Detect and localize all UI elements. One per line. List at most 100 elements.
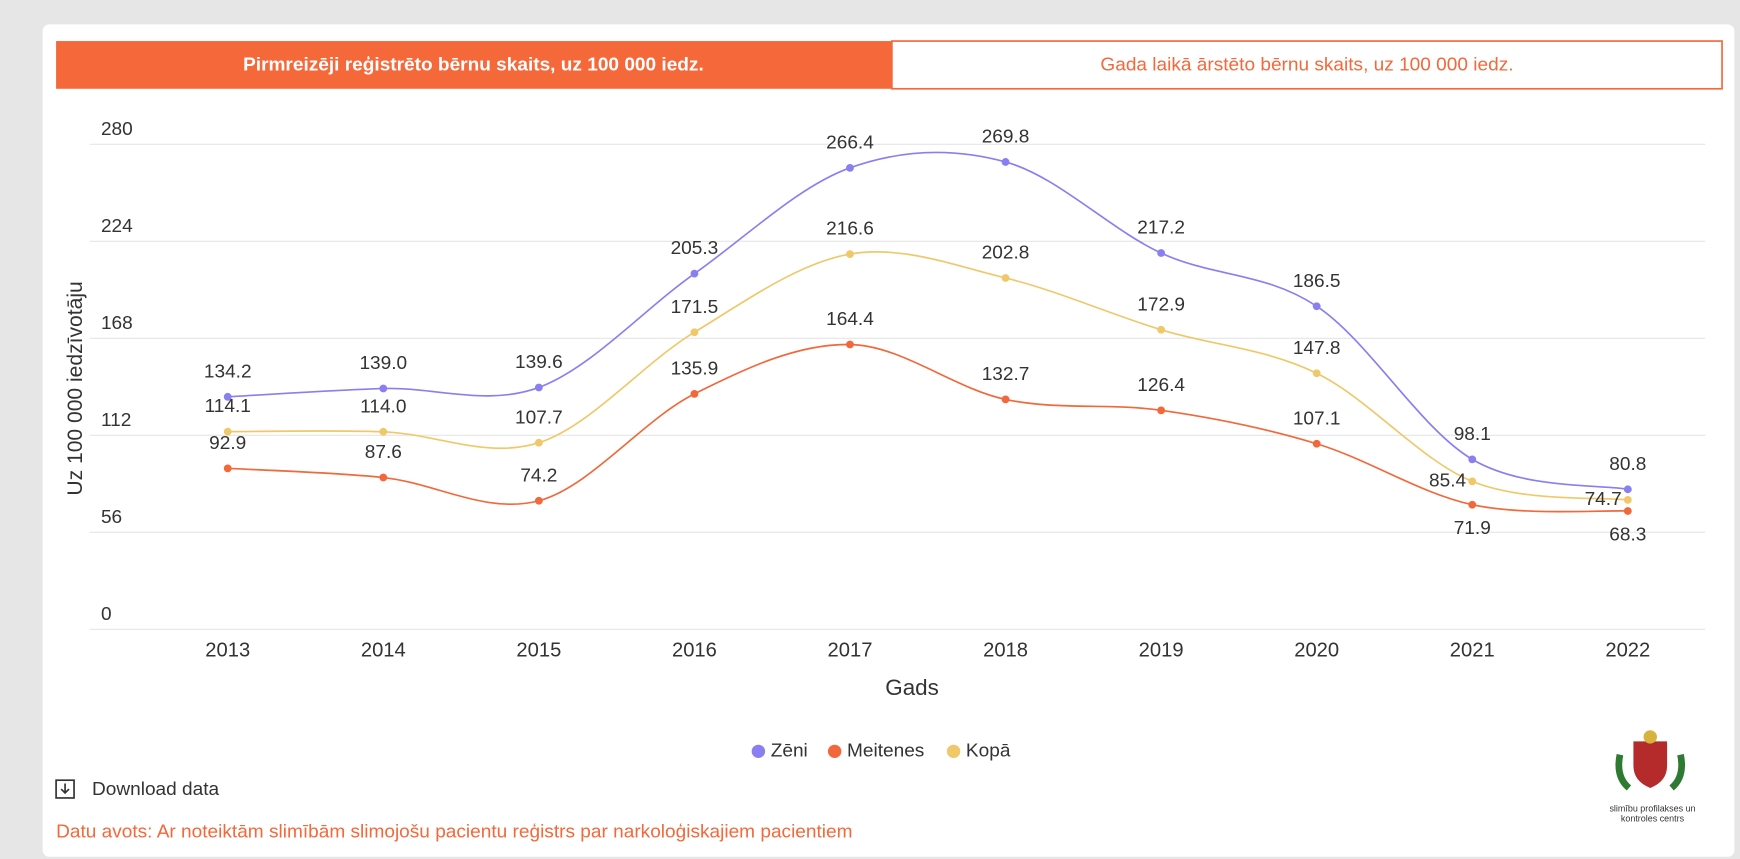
data-label: 266.4 xyxy=(826,132,874,153)
legend-item[interactable]: Zēni xyxy=(751,740,808,761)
tab-label[interactable]: Pirmreizēji reģistrēto bērnu skaits, uz … xyxy=(243,55,704,76)
x-tick-label: 2018 xyxy=(983,640,1028,662)
y-tick-label: 0 xyxy=(101,604,112,625)
data-label: 74.2 xyxy=(520,465,557,486)
x-tick-label: 2020 xyxy=(1294,640,1339,662)
data-label: 68.3 xyxy=(1609,524,1646,545)
download-arrow[interactable] xyxy=(60,783,70,795)
tab-label[interactable]: Gada laikā ārstēto bērnu skaits, uz 100 … xyxy=(1100,55,1513,76)
x-tick-label: 2021 xyxy=(1450,640,1495,662)
data-label: 126.4 xyxy=(1137,375,1185,396)
data-label: 134.2 xyxy=(204,361,252,382)
logo-shield xyxy=(1633,741,1668,788)
data-point xyxy=(1468,500,1477,509)
x-tick-label: 2022 xyxy=(1605,640,1650,662)
data-point xyxy=(1312,439,1321,448)
data-label: 217.2 xyxy=(1137,218,1185,239)
logo-text: slimību profilakses un xyxy=(1609,803,1695,813)
legend-label[interactable]: Zēni xyxy=(771,740,808,761)
data-point xyxy=(1312,369,1321,378)
x-tick-label: 2014 xyxy=(361,640,406,662)
legend-item[interactable]: Meitenes xyxy=(827,740,924,761)
download-label[interactable]: Download data xyxy=(92,779,220,800)
data-label: 87.6 xyxy=(365,442,402,463)
data-point xyxy=(1623,485,1632,494)
y-tick-label: 56 xyxy=(101,507,122,528)
data-label: 98.1 xyxy=(1454,424,1491,445)
legend-marker[interactable] xyxy=(946,744,961,759)
data-point xyxy=(846,250,854,258)
data-label: 139.6 xyxy=(515,352,563,373)
data-point xyxy=(846,340,854,349)
data-label: 171.5 xyxy=(671,297,719,318)
data-label: 107.1 xyxy=(1293,408,1341,429)
data-label: 74.7 xyxy=(1585,489,1622,510)
series-line xyxy=(227,343,1628,513)
data-label: 172.9 xyxy=(1137,294,1185,315)
data-point xyxy=(1001,274,1010,282)
data-point xyxy=(1623,507,1632,515)
data-point xyxy=(534,383,543,392)
data-label: 205.3 xyxy=(671,238,719,259)
data-label: 107.7 xyxy=(515,407,563,428)
data-point xyxy=(534,496,543,505)
y-tick-label: 280 xyxy=(101,119,133,140)
x-tick-label: 2013 xyxy=(205,640,250,662)
legend-label[interactable]: Kopā xyxy=(966,740,1011,761)
x-tick-label: 2016 xyxy=(672,640,717,662)
data-point xyxy=(1157,249,1166,257)
data-label: 216.6 xyxy=(826,219,874,240)
data-label: 164.4 xyxy=(826,309,874,330)
data-point xyxy=(1157,406,1166,415)
data-label: 114.0 xyxy=(360,396,406,417)
card xyxy=(42,24,1735,857)
download-button[interactable]: Download data xyxy=(55,779,220,800)
x-axis-label: Gads xyxy=(885,675,939,700)
y-tick-label: 112 xyxy=(101,410,131,431)
data-label: 139.0 xyxy=(359,353,407,374)
y-tick-label: 168 xyxy=(101,313,133,334)
legend-item[interactable]: Kopā xyxy=(946,740,1011,761)
data-label: 135.9 xyxy=(671,359,719,380)
logo-text: kontroles centrs xyxy=(1621,813,1685,823)
logo-leaves xyxy=(1615,754,1686,791)
y-tick-label: 224 xyxy=(101,216,133,237)
data-point xyxy=(1001,158,1010,166)
data-point xyxy=(1001,395,1010,404)
data-label: 71.9 xyxy=(1454,518,1491,539)
data-label: 132.7 xyxy=(982,364,1030,385)
data-point xyxy=(223,464,232,473)
tab-inactive[interactable] xyxy=(891,40,1723,90)
data-point xyxy=(1157,325,1166,334)
legend-marker[interactable] xyxy=(751,744,766,759)
tab-active[interactable] xyxy=(56,41,892,89)
x-tick-label: 2017 xyxy=(828,640,873,662)
data-point xyxy=(1623,495,1632,504)
data-label: 269.8 xyxy=(982,127,1030,148)
data-label: 114.1 xyxy=(205,396,251,417)
data-point xyxy=(379,384,388,393)
data-point xyxy=(223,427,232,436)
x-tick-label: 2015 xyxy=(516,640,561,662)
data-point xyxy=(1468,455,1477,464)
series-line xyxy=(227,151,1628,491)
logo-sun xyxy=(1643,730,1657,744)
data-label: 80.8 xyxy=(1609,454,1646,475)
download-icon[interactable] xyxy=(55,779,75,799)
data-point xyxy=(690,328,699,337)
data-label: 186.5 xyxy=(1293,271,1341,292)
data-label: 92.9 xyxy=(209,433,246,454)
data-point xyxy=(690,389,699,398)
logo: slimību profilakses un kontroles centrs xyxy=(1609,730,1696,823)
data-point xyxy=(534,438,543,447)
x-tick-label: 2019 xyxy=(1139,640,1184,662)
data-label: 202.8 xyxy=(982,243,1030,264)
source-text: Datu avots: Ar noteiktām slimībām slimoj… xyxy=(56,821,852,842)
legend-marker[interactable] xyxy=(827,744,842,759)
data-point xyxy=(1468,477,1477,486)
data-label: 147.8 xyxy=(1293,338,1341,359)
data-point xyxy=(379,427,388,436)
series-line xyxy=(227,251,1628,501)
legend-label[interactable]: Meitenes xyxy=(847,740,924,761)
